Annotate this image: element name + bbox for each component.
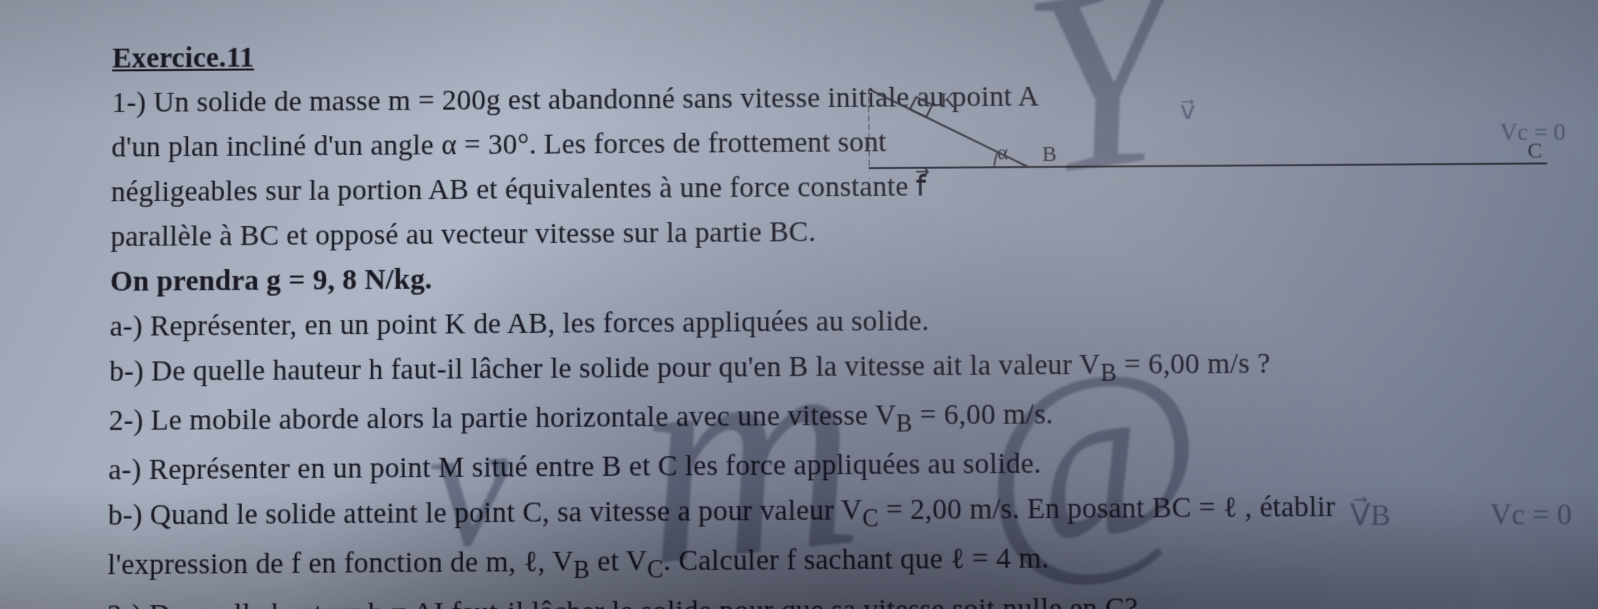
- text-line-7b: = 6,00 m/s ?: [1116, 347, 1270, 380]
- svg-text:B: B: [1042, 141, 1057, 166]
- sub-b-2: B: [896, 410, 913, 437]
- text-line-11c: . Calculer f sachant que ℓ = 4 m.: [663, 543, 1049, 578]
- text-line-10b: = 2,00 m/s. En posant BC = ℓ , établir: [878, 491, 1335, 526]
- sub-b-1: B: [1100, 359, 1117, 386]
- diagram-svg: AKBCIα: [868, 84, 1567, 208]
- svg-text:α: α: [997, 142, 1008, 164]
- sub-c-2: C: [647, 556, 664, 583]
- text-line-11b: et V: [590, 545, 647, 578]
- text-line-8a: 2-) Le mobile aborde alors la partie hor…: [109, 399, 897, 437]
- svg-text:I: I: [868, 175, 870, 197]
- svg-text:K: K: [940, 87, 956, 112]
- svg-text:C: C: [1527, 138, 1542, 163]
- exercise-page: Exercice.11 1-) Un solide de masse m = 2…: [0, 0, 1598, 609]
- sub-b-3: B: [573, 557, 589, 584]
- text-line-10a: b-) Quand le solide atteint le point C, …: [108, 494, 862, 532]
- text-line-11a: l'expression de f en fonction de m, ℓ, V: [107, 546, 573, 582]
- text-line-7a: b-) De quelle hauteur h faut-il lâcher l…: [109, 348, 1100, 387]
- sub-c-1: C: [862, 505, 879, 532]
- text-line-8b: = 6,00 m/s.: [912, 398, 1053, 431]
- incline-diagram: AKBCIα: [868, 84, 1567, 208]
